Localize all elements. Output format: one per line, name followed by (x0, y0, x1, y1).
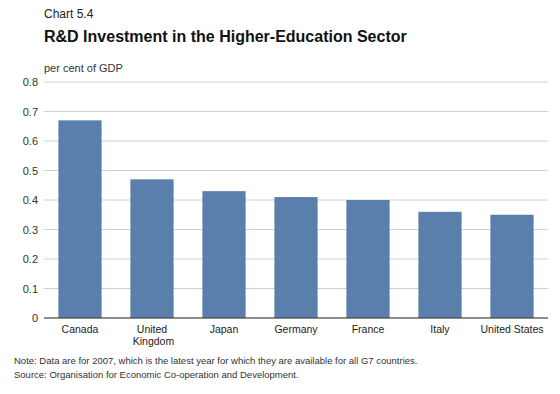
grid-line (44, 141, 548, 142)
bar (346, 200, 389, 318)
grid-line (44, 82, 548, 83)
y-tick-label: 0.2 (23, 253, 38, 265)
x-tick-label: Canada (62, 323, 99, 335)
bar (274, 197, 317, 318)
grid-line (44, 111, 548, 112)
y-tick-label: 0.3 (23, 224, 38, 236)
x-tick-label: United Kingdom (130, 323, 175, 347)
note: Note: Data are for 2007, which is the la… (14, 355, 417, 366)
bar (202, 191, 245, 318)
y-axis-label: per cent of GDP (44, 62, 123, 74)
bar (490, 215, 533, 318)
x-tick-label: Italy (430, 323, 450, 335)
x-axis-line (44, 318, 548, 319)
title: R&D Investment in the Higher-Education S… (44, 28, 407, 45)
chart: Chart 5.4 R&D Investment in the Higher-Ed… (0, 0, 560, 394)
y-tick-label: 0.4 (23, 194, 38, 206)
grid-line (44, 318, 548, 319)
x-tick-label: Germany (274, 323, 318, 335)
bar (58, 120, 101, 318)
bar (130, 179, 173, 318)
bar (418, 212, 461, 318)
grid-line (44, 170, 548, 171)
y-tick-label: 0.7 (23, 106, 38, 118)
grid (44, 82, 548, 318)
y-tick-label: 0.8 (23, 76, 38, 88)
x-tick-label: Japan (210, 323, 239, 335)
background (0, 0, 560, 394)
y-tick-label: 0.5 (23, 165, 38, 177)
y-tick-label: 0 (32, 312, 38, 324)
bars (58, 120, 533, 318)
note: Source: Organisation for Economic Co-ope… (14, 369, 299, 380)
y-tick-label: 0.6 (23, 135, 38, 147)
x-tick-label: United States (480, 323, 543, 335)
x-tick-label: France (352, 323, 385, 335)
y-tick-label: 0.1 (23, 283, 38, 295)
chart-label: Chart 5.4 (44, 7, 94, 21)
